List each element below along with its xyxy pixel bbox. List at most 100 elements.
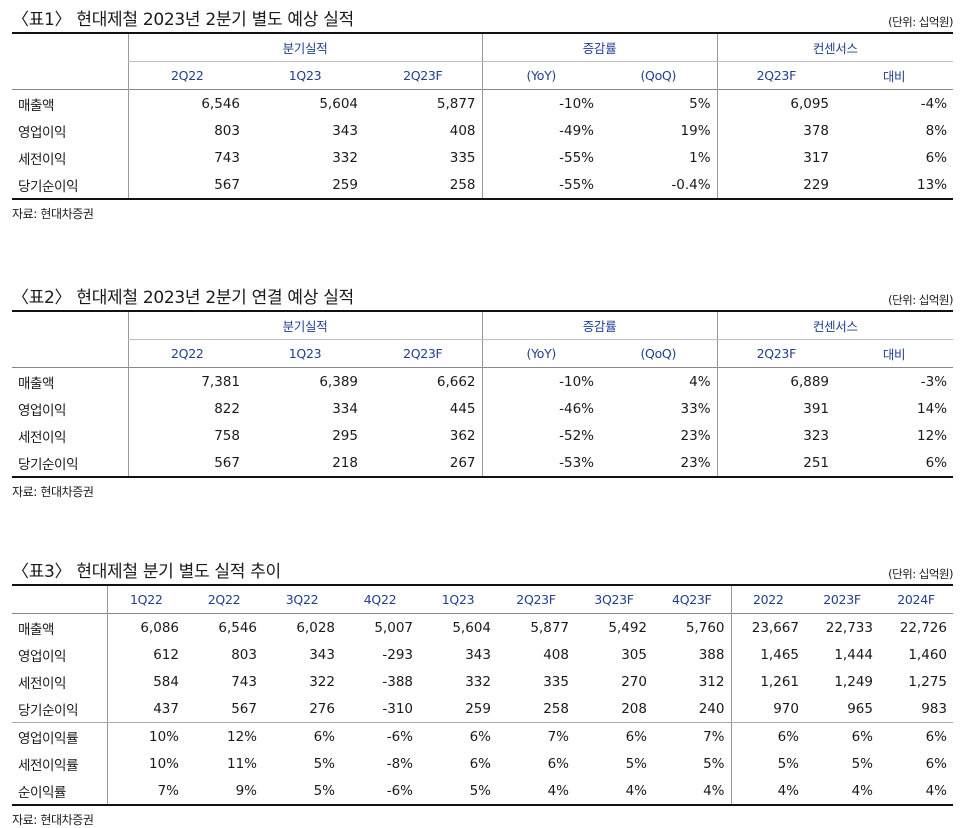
row-label: 세전이익	[18, 151, 67, 168]
table3-column-header: 4Q23F	[672, 592, 712, 607]
row-label: 세전이익	[18, 429, 67, 446]
cell: 332	[465, 673, 491, 690]
cell: 6%	[925, 149, 948, 166]
cell: 317	[716, 144, 836, 171]
table-row: 영업이익률 10% 12% 6% -6% 6% 7% 6% 7% 6% 6% 6…	[12, 722, 953, 750]
cell: 445	[449, 400, 476, 417]
table2-group-row: 분기실적 증감률 컨센서스	[12, 311, 954, 340]
cell: 758	[127, 422, 246, 449]
table3-section: 〈표3〉 현대제철 분기 별도 실적 추이 (단위: 십억원) 1Q22 2Q2…	[12, 558, 953, 828]
cell: 378	[716, 117, 836, 144]
table3: 1Q22 2Q22 3Q22 4Q22 1Q23 2Q23F 3Q23F 4Q2…	[12, 584, 953, 806]
table3-title: 〈표3〉 현대제철 분기 별도 실적 추이	[12, 562, 281, 582]
table2-column-header: 2Q23F	[403, 346, 443, 361]
table-row: 매출액 6,546 5,604 5,877 -10% 5% 6,095 -4%	[12, 89, 953, 117]
cell: 8%	[925, 122, 948, 139]
cell: -4%	[920, 95, 948, 112]
cell: 1,261	[730, 668, 805, 695]
cell: 6%	[547, 755, 569, 772]
cell: -8%	[386, 755, 413, 772]
cell: 6%	[469, 755, 491, 772]
table3-column-header: 2022	[730, 585, 805, 614]
cell: 322	[309, 673, 335, 690]
cell: 6,086	[106, 613, 185, 641]
cell: 567	[127, 171, 246, 199]
cell: -55%	[481, 144, 601, 171]
cell: 6%	[419, 722, 497, 750]
cell: 10%	[106, 722, 185, 750]
cell: 1%	[689, 149, 711, 166]
cell: -3%	[920, 373, 948, 390]
cell: 5,604	[319, 95, 358, 112]
cell: 6%	[263, 722, 341, 750]
cell: 408	[543, 646, 569, 663]
table2-group-header: 분기실적	[127, 311, 483, 340]
table2-corner	[12, 311, 128, 340]
cell: 983	[921, 700, 947, 717]
table1-column-header: (QoQ)	[640, 68, 677, 83]
cell: 4%	[703, 782, 725, 799]
cell: 408	[449, 122, 476, 139]
table1-column-row: 2Q22 1Q23 2Q23F (YoY) (QoQ) 2Q23F 대비	[12, 61, 954, 90]
row-label: 매출액	[18, 97, 55, 114]
cell: 267	[449, 454, 476, 471]
table-row: 순이익률 7% 9% 5% -6% 5% 4% 4% 4% 4% 4% 4%	[12, 777, 953, 805]
cell: 6,028	[296, 619, 335, 636]
table1-title: 〈표1〉 현대제철 2023년 2분기 별도 예상 실적	[12, 10, 354, 30]
cell: 7%	[653, 722, 731, 750]
table2-header: 〈표2〉 현대제철 2023년 2분기 연결 예상 실적 (단위: 십억원)	[12, 284, 953, 310]
cell: -293	[382, 646, 413, 663]
table3-column-row: 1Q22 2Q22 3Q22 4Q22 1Q23 2Q23F 3Q23F 4Q2…	[12, 585, 953, 614]
cell: 13%	[917, 176, 948, 193]
cell: 305	[621, 646, 647, 663]
table2-column-header: 대비	[882, 347, 906, 362]
table1-unit: (단위: 십억원)	[888, 15, 953, 29]
table3-column-header: 3Q22	[285, 592, 319, 607]
cell: 6,546	[218, 619, 257, 636]
cell: -53%	[481, 449, 601, 477]
cell: 6%	[879, 722, 953, 750]
table2-column-header: 2Q23F	[716, 339, 836, 368]
cell: 343	[309, 646, 335, 663]
cell: 567	[127, 449, 246, 477]
cell: 567	[231, 700, 257, 717]
cell: 5%	[703, 755, 725, 772]
table-row: 당기순이익 567 259 258 -55% -0.4% 229 13%	[12, 171, 954, 199]
cell: 1,249	[834, 673, 873, 690]
cell: 6%	[575, 722, 653, 750]
cell: 258	[543, 700, 569, 717]
cell: 803	[231, 646, 257, 663]
table3-source: 자료: 현대차증권	[12, 813, 94, 827]
cell: 23%	[680, 427, 711, 444]
cell: 259	[332, 176, 358, 193]
cell: 23%	[680, 454, 711, 471]
cell: 312	[698, 673, 725, 690]
table-row: 매출액 6,086 6,546 6,028 5,007 5,604 5,877 …	[12, 613, 953, 641]
cell: 229	[716, 171, 836, 199]
table-row: 영업이익 822 334 445 -46% 33% 391 14%	[12, 395, 953, 422]
cell: 4%	[625, 782, 647, 799]
cell: -10%	[481, 89, 601, 117]
cell: 335	[543, 673, 569, 690]
table2-column-header: (YoY)	[481, 339, 601, 368]
cell: 22,733	[825, 619, 873, 636]
cell: 12%	[917, 427, 948, 444]
table1-column-header: 2Q22	[127, 61, 246, 90]
cell: 5%	[851, 755, 873, 772]
table-row: 세전이익률 10% 11% 5% -8% 6% 6% 5% 5% 5% 5% 6…	[12, 750, 953, 777]
row-label: 세전이익률	[18, 757, 79, 774]
cell: 22,726	[899, 619, 947, 636]
table3-column-header: 4Q22	[363, 592, 397, 607]
cell: -310	[382, 700, 413, 717]
cell: 6,889	[716, 367, 836, 395]
cell: 5%	[313, 782, 335, 799]
table3-column-header: 3Q23F	[594, 592, 634, 607]
cell: 6,662	[436, 373, 476, 390]
cell: -6%	[341, 722, 419, 750]
table3-column-header: 2023F	[823, 592, 861, 607]
cell: 4%	[730, 777, 805, 805]
cell: 5,877	[436, 95, 476, 112]
cell: 343	[465, 646, 491, 663]
cell: 5%	[625, 755, 647, 772]
cell: 5,604	[452, 619, 491, 636]
